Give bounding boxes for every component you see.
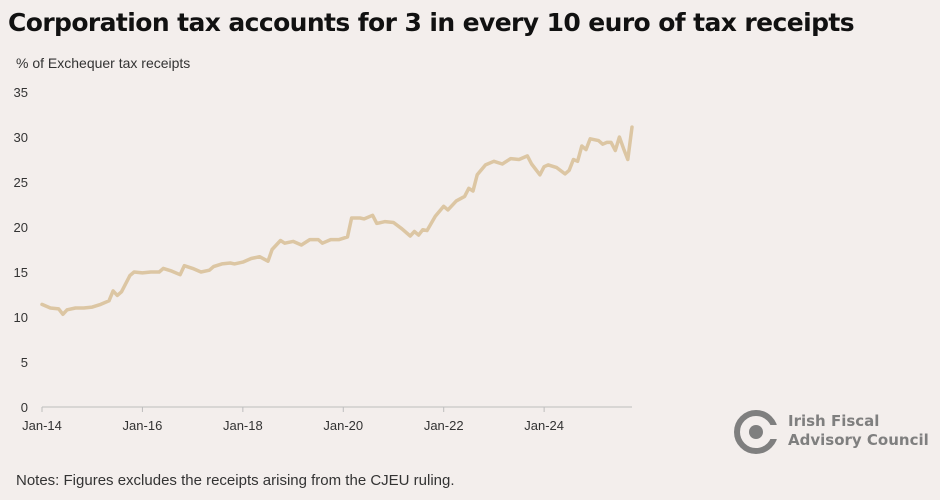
x-tick-label: Jan-14 (22, 418, 62, 433)
x-tick-label: Jan-22 (424, 418, 464, 433)
y-tick-label: 35 (14, 85, 28, 100)
ifac-logo-icon (734, 410, 778, 454)
y-tick-label: 5 (21, 355, 28, 370)
ifac-logo: Irish Fiscal Advisory Council (734, 410, 934, 456)
logo-line-1: Irish Fiscal (788, 412, 880, 430)
y-tick-label: 10 (14, 310, 28, 325)
logo-line-2: Advisory Council (788, 431, 929, 449)
x-tick-label: Jan-16 (123, 418, 163, 433)
y-tick-label: 15 (14, 265, 28, 280)
ifac-logo-text: Irish Fiscal Advisory Council (788, 412, 929, 450)
x-tick-label: Jan-24 (524, 418, 564, 433)
y-tick-label: 25 (14, 175, 28, 190)
chart-title: Corporation tax accounts for 3 in every … (8, 8, 855, 37)
y-tick-label: 20 (14, 220, 28, 235)
y-axis-label: % of Exchequer tax receipts (16, 55, 191, 71)
y-tick-label: 0 (21, 400, 28, 415)
x-tick-label: Jan-18 (223, 418, 263, 433)
chart-note: Notes: Figures excludes the receipts ari… (16, 472, 455, 489)
series-line (40, 125, 634, 317)
y-tick-label: 30 (14, 130, 28, 145)
x-tick-label: Jan-20 (323, 418, 363, 433)
